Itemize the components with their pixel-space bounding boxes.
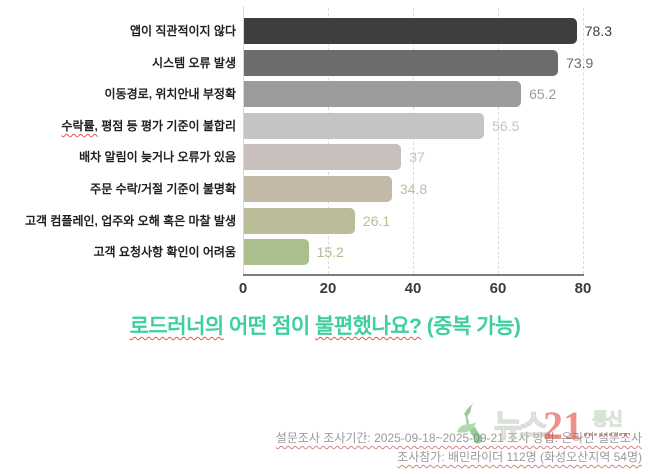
category-label: 배차 알림이 늦거나 오류가 있음 <box>79 150 236 165</box>
bar <box>244 18 577 44</box>
title-misspelled-word: 불편했나요? <box>315 315 422 338</box>
gridline-60 <box>498 8 499 274</box>
bar <box>244 49 559 76</box>
gridline-20 <box>328 8 329 274</box>
watermark-url-mark <box>584 432 631 436</box>
x-tick-label: 20 <box>319 280 337 297</box>
watermark-news-text: 뉴스 <box>493 408 548 444</box>
watermark-21-text: 21 <box>543 403 584 448</box>
category-label: 고객 컴플레인, 업주와 오해 혹은 마찰 발생 <box>24 213 236 228</box>
chart-title: 로드러너의 어떤 점이 불편했나요? (중복 가능) <box>0 310 650 340</box>
watermark-tongsin-text: 통신 <box>592 409 623 429</box>
value-label: 15.2 <box>316 244 344 261</box>
bar <box>244 112 485 139</box>
bar <box>244 207 355 234</box>
title-text: (중복 가능) <box>421 315 521 338</box>
bar <box>244 239 309 266</box>
bar <box>244 176 392 202</box>
title-misspelled-word: 로드러너의 <box>129 315 225 338</box>
y-axis-line <box>243 6 244 274</box>
survey-period-text: 설문조사 조사기간: 2025-09-18~2025-09-21 조사 방법: … <box>275 431 642 445</box>
misspelled-word: 수락률, <box>61 118 98 133</box>
category-label: 시스템 오류 발생 <box>152 55 236 70</box>
value-label: 78.3 <box>584 23 613 39</box>
survey-participants-footnote: 조사참가: 배민라이더 112명 (화성오산지역 54명) <box>397 449 642 465</box>
category-label: 앱이 직관적이지 않다 <box>129 24 236 38</box>
category-label: 고객 요청사항 확인이 어려움 <box>93 245 236 260</box>
title-text: 어떤 점이 <box>223 315 316 338</box>
value-label: 73.9 <box>566 54 594 71</box>
category-label: 주문 수락/거절 기준이 불명확 <box>90 182 236 196</box>
korea-peninsula-icon <box>457 403 483 444</box>
x-tick-label: 60 <box>489 280 507 297</box>
gridline-80 <box>583 8 584 274</box>
x-tick-label: 80 <box>574 280 592 297</box>
value-label: 56.5 <box>492 117 520 134</box>
survey-participants-text: 조사참가: 배민라이더 112명 (화성오산지역 54명) <box>397 450 642 464</box>
gridline-40 <box>413 8 414 274</box>
bar <box>244 81 522 108</box>
category-label: 수락률, 평점 등 평가 기준이 불합리 <box>61 118 236 133</box>
x-axis-line <box>243 274 584 276</box>
survey-period-footnote: 설문조사 조사기간: 2025-09-18~2025-09-21 조사 방법: … <box>276 430 642 446</box>
value-label: 26.1 <box>362 212 391 229</box>
bar <box>244 144 402 171</box>
value-label: 34.8 <box>399 181 428 197</box>
x-tick-label: 40 <box>404 280 422 297</box>
x-tick-label: 0 <box>238 280 248 297</box>
news21-watermark-logo: 뉴스 21 통신 <box>454 399 650 453</box>
value-label: 65.2 <box>529 86 557 103</box>
category-label: 이동경로, 위치안내 부정확 <box>104 87 236 102</box>
value-label: 37 <box>409 149 425 166</box>
